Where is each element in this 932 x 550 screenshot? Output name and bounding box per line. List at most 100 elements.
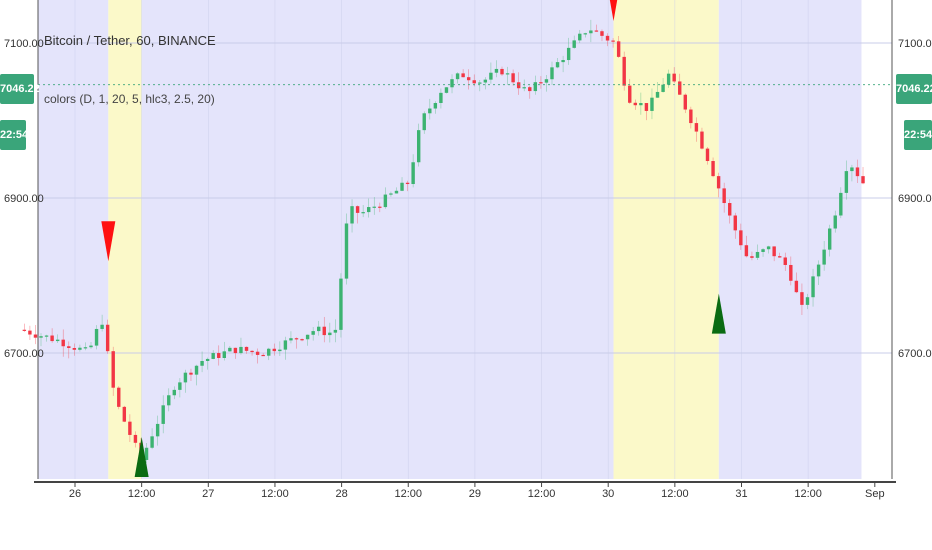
candle-body (750, 256, 754, 258)
price-tag-right: 7046.22 (896, 74, 932, 104)
candle-body (283, 340, 288, 350)
candle-body (478, 82, 482, 84)
background-region-0 (38, 0, 109, 479)
x-tick-label: 30 (602, 488, 614, 500)
candle-body (255, 351, 260, 355)
candle-body (439, 92, 443, 104)
candle-body (244, 346, 249, 351)
candle-body (311, 331, 315, 335)
candle-body (300, 339, 304, 341)
candle-body (850, 167, 854, 172)
x-tick-label: 12:00 (261, 488, 289, 500)
candle-body (855, 167, 860, 177)
candle-body (616, 41, 621, 57)
candle-body (172, 389, 177, 396)
candle-body (350, 206, 354, 224)
background-region-2 (141, 0, 614, 479)
x-tick-label: 29 (469, 488, 481, 500)
candle-body (294, 338, 299, 340)
candle-body (800, 292, 804, 305)
candle-body (94, 328, 99, 346)
candle-body (422, 113, 426, 131)
x-tick-label: 27 (202, 488, 214, 500)
candle-body (289, 338, 293, 341)
candle-body (572, 40, 576, 48)
candle-body (594, 30, 599, 32)
y-tick-label-right: 6900.00 (898, 193, 932, 205)
candle-body (205, 358, 210, 362)
candle-body (583, 33, 588, 35)
sell-signal-arrow (609, 0, 618, 21)
candle-body (272, 348, 276, 352)
candle-body (67, 346, 71, 349)
candle-body (161, 405, 165, 424)
candle-body (566, 47, 571, 61)
candle-body (322, 326, 326, 336)
sell-signal-arrow (101, 221, 116, 262)
candle-body (639, 103, 643, 106)
candle-body (433, 103, 438, 109)
candle-body (833, 215, 837, 229)
candle-body (772, 246, 776, 257)
candle-body (828, 228, 832, 250)
candle-body (761, 249, 765, 252)
candle-body (39, 336, 43, 338)
x-tick-label: 26 (69, 488, 81, 500)
candle-body (372, 206, 376, 208)
candle-body (455, 73, 460, 80)
candle-body (267, 348, 271, 356)
candle-body (411, 162, 415, 185)
candle-body (589, 30, 593, 34)
candle-body (578, 33, 582, 41)
candle-body (628, 85, 632, 103)
candle-body (683, 94, 687, 110)
candle-body (550, 67, 554, 80)
candle-body (28, 330, 32, 335)
y-tick-label-left: 7100.00 (4, 38, 44, 50)
candle-body (561, 60, 565, 63)
candle-body (694, 123, 699, 132)
candle-body (72, 348, 77, 350)
candle-body (328, 332, 332, 336)
candle-body (644, 103, 649, 111)
candle-body (111, 351, 115, 388)
candle-body (194, 365, 199, 375)
candle-body (383, 194, 388, 208)
candle-body (405, 182, 410, 185)
candle-body (655, 91, 660, 98)
candle-body (339, 278, 343, 330)
candle-body (128, 421, 132, 435)
candle-body (211, 353, 215, 359)
candle-body (744, 245, 749, 257)
candle-body (105, 324, 110, 352)
candle-body (705, 148, 710, 162)
candle-body (44, 335, 49, 337)
x-tick-label: 28 (335, 488, 347, 500)
candle-body (783, 257, 787, 265)
countdown-tag-right: 22:54 (904, 120, 932, 150)
candle-body (444, 87, 449, 93)
candle-body (755, 251, 760, 258)
candle-body (505, 73, 510, 75)
candle-body (150, 436, 154, 448)
candle-body (100, 324, 104, 329)
candle-body (678, 81, 682, 95)
x-tick-label: 12:00 (394, 488, 422, 500)
x-tick-label: 31 (735, 488, 747, 500)
candle-body (317, 326, 321, 332)
candle-body (228, 347, 232, 352)
candle-body (516, 82, 521, 89)
candle-body (178, 382, 182, 390)
candle-body (305, 334, 310, 340)
candle-body (733, 215, 737, 231)
candle-body (461, 73, 465, 78)
candle-body (511, 73, 515, 83)
candle-body (367, 207, 371, 213)
candle-body (222, 351, 226, 358)
candle-body (355, 206, 360, 213)
background-region-4 (718, 0, 862, 479)
candle-body (839, 192, 843, 216)
y-tick-label-right: 6700.00 (898, 348, 932, 360)
candle-body (811, 276, 815, 298)
